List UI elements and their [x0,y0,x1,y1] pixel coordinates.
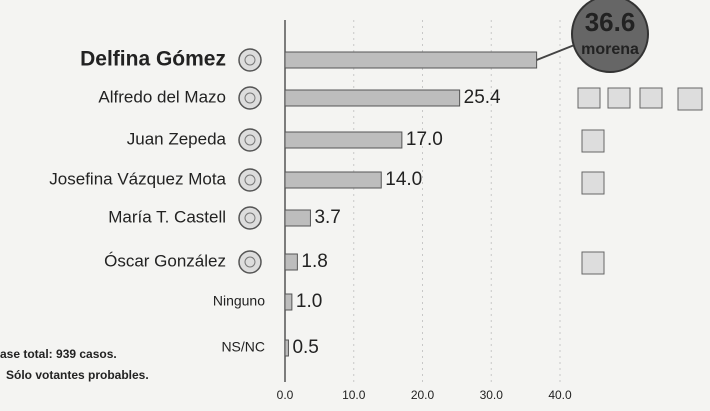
value-label: 17.0 [406,129,443,150]
value-label: 0.5 [292,337,318,358]
photo [238,128,262,152]
photo [238,250,262,274]
note: Sólo votantes probables. [6,368,149,382]
x-tick-label: 40.0 [548,388,572,402]
value-label: 3.7 [314,207,340,228]
value-label: 14.0 [385,169,422,190]
x-tick-label: 10.0 [342,388,366,402]
photo [238,48,262,72]
bar [284,209,311,227]
value-label: 1.8 [301,251,327,272]
photo-face [244,134,256,146]
note: ase total: 939 casos. [0,347,117,361]
photo-face [244,212,256,224]
bar [284,253,298,271]
photo [238,86,262,110]
bar [284,51,538,69]
bar [284,293,293,311]
photo-face [244,54,256,66]
category-label: María T. Castell [108,207,226,226]
bar [284,89,461,107]
category-label: Delfina Gómez [80,48,226,71]
category-label: Alfredo del Mazo [98,87,226,106]
badge-value: 36.6 [585,7,636,37]
value-label: 1.0 [296,291,322,312]
x-tick-label: 20.0 [411,388,435,402]
photo [238,206,262,230]
bar [284,339,289,357]
category-label: NS/NC [221,339,265,355]
badge [571,0,649,73]
bar [284,171,382,189]
category-label: Josefina Vázquez Mota [49,169,226,188]
photo-face [244,174,256,186]
party-icons [577,87,703,275]
x-tick-label: 30.0 [480,388,504,402]
category-label: Óscar González [104,251,226,270]
photo-face [244,256,256,268]
bar [284,131,403,149]
badge-label: morena [581,41,639,58]
photo-face [244,92,256,104]
category-label: Ninguno [213,293,265,309]
x-tick-label: 0.0 [277,388,294,402]
photo [238,168,262,192]
category-label: Juan Zepeda [127,129,227,148]
value-label: 25.4 [464,87,501,108]
